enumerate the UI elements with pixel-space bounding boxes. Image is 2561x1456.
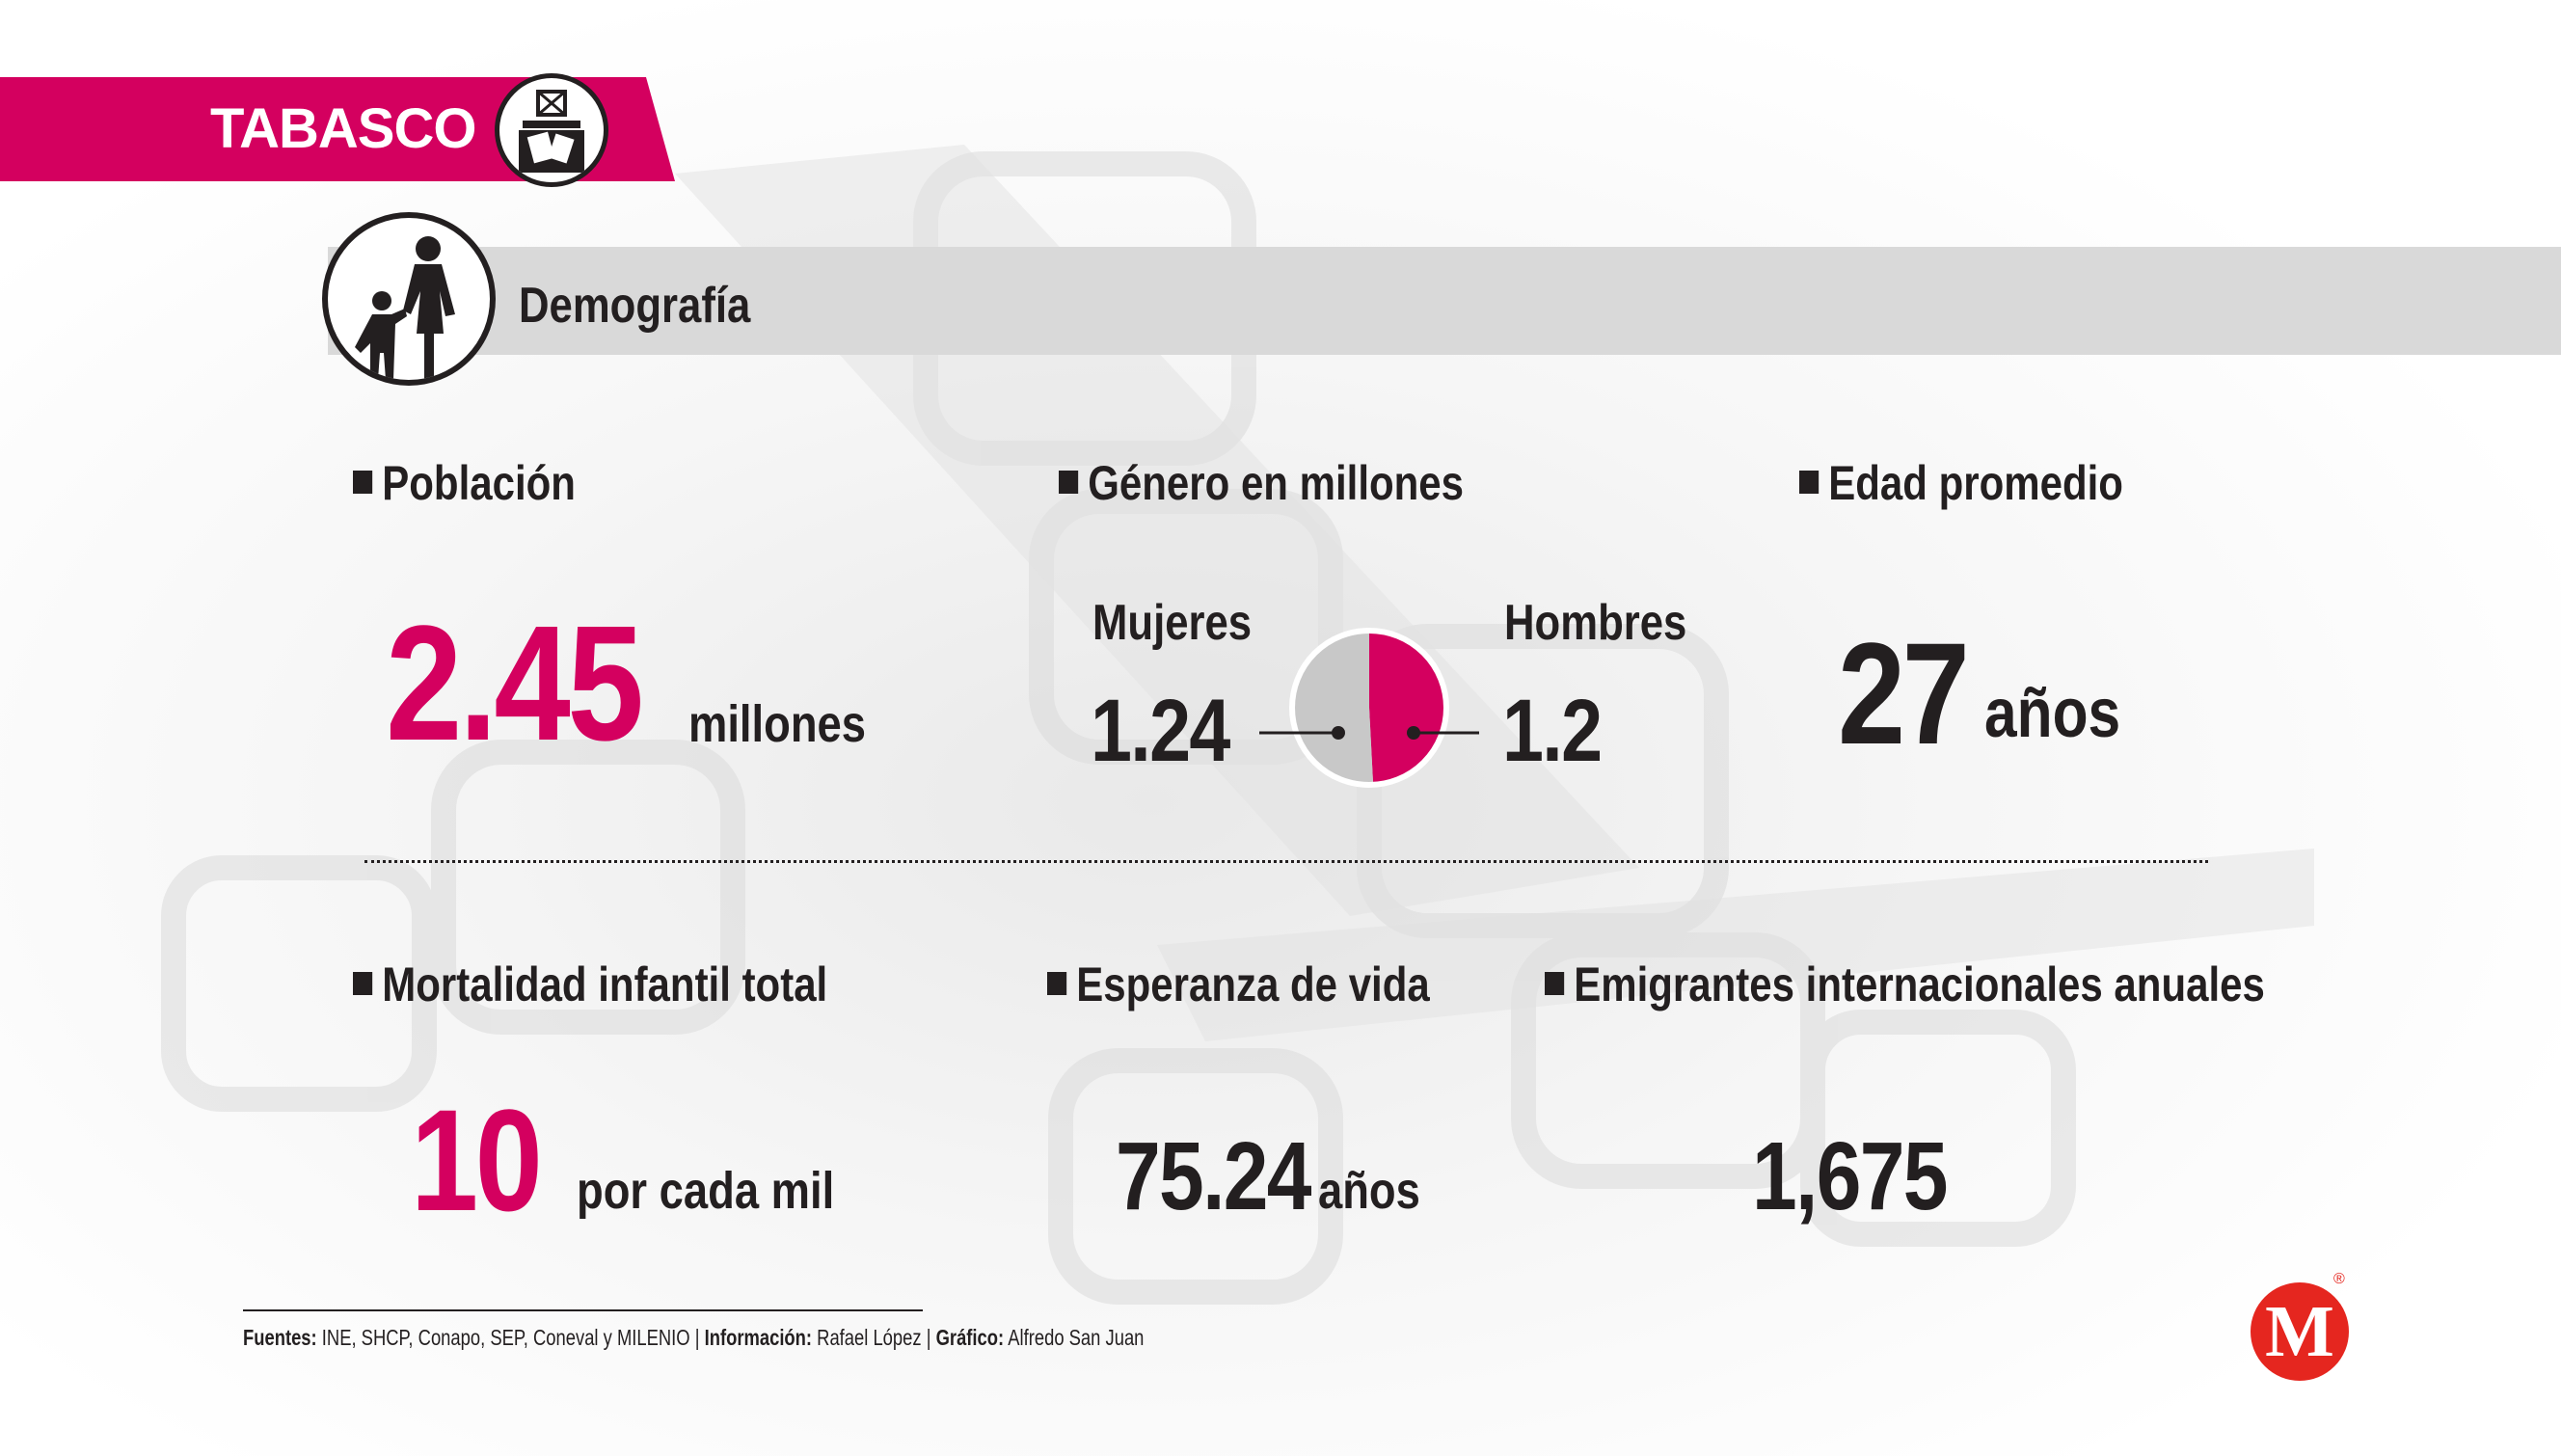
milenio-logo (2251, 1282, 2349, 1381)
poblacion-label: Población (353, 455, 576, 511)
poblacion-unit: millones (688, 695, 867, 753)
emigrantes-value: 1,675 (1752, 1122, 1948, 1230)
fuentes-label: Fuentes: (243, 1325, 317, 1350)
informacion-label: Información: (704, 1325, 813, 1350)
grafico-text: Alfredo San Juan (1008, 1325, 1145, 1350)
footer-credits: Fuentes: INE, SHCP, Conapo, SEP, Coneval… (243, 1325, 1144, 1351)
pie-slice-hombres (1369, 631, 1446, 785)
men-label: Hombres (1504, 595, 1687, 651)
mujeres-leader-dot (1332, 726, 1345, 740)
footer-separator: | (926, 1325, 931, 1350)
pie-outline (1289, 628, 1449, 788)
mortalidad-unit: por cada mil (577, 1162, 835, 1220)
section-bar (328, 247, 2561, 355)
informacion-text: Rafael López (817, 1325, 922, 1350)
registered-mark: ® (2333, 1271, 2345, 1287)
bullet-square-icon (1059, 471, 1079, 494)
gender-pie-chart (1259, 628, 1479, 788)
footer-separator: | (694, 1325, 700, 1350)
bullet-square-icon (353, 972, 373, 995)
milenio-logo-letter: M (2265, 1291, 2334, 1372)
poblacion-value: 2.45 (386, 592, 644, 775)
pie-slice-mujeres (1292, 631, 1374, 785)
footer-rule (243, 1309, 923, 1311)
esperanza-value: 75.24 (1116, 1122, 1311, 1230)
women-value: 1.24 (1091, 682, 1230, 780)
mortalidad-label: Mortalidad infantil total (353, 957, 827, 1012)
bullet-square-icon (353, 471, 373, 494)
bullet-square-icon (1799, 471, 1820, 494)
genero-label: Género en millones (1059, 455, 1464, 511)
section-title: Demografía (519, 278, 751, 334)
edad-unit: años (1984, 675, 2121, 752)
state-title: TABASCO (210, 97, 476, 160)
fuentes-text: INE, SHCP, Conapo, SEP, Coneval y MILENI… (321, 1325, 690, 1350)
bullet-square-icon (1545, 972, 1565, 995)
mortalidad-value: 10 (411, 1079, 543, 1241)
dotted-divider (364, 860, 2208, 863)
bullet-square-icon (1047, 972, 1067, 995)
edad-value: 27 (1838, 612, 1970, 774)
esperanza-label: Esperanza de vida (1047, 957, 1430, 1012)
grafico-label: Gráfico: (935, 1325, 1005, 1350)
men-value: 1.2 (1502, 682, 1603, 780)
emigrantes-label: Emigrantes internacionales anuales (1545, 957, 2265, 1012)
ballot-box-icon (495, 73, 608, 187)
women-label: Mujeres (1092, 595, 1253, 651)
edad-label: Edad promedio (1799, 455, 2123, 511)
mother-child-icon (322, 212, 496, 386)
hombres-leader-dot (1407, 726, 1420, 740)
esperanza-unit: años (1318, 1162, 1420, 1220)
